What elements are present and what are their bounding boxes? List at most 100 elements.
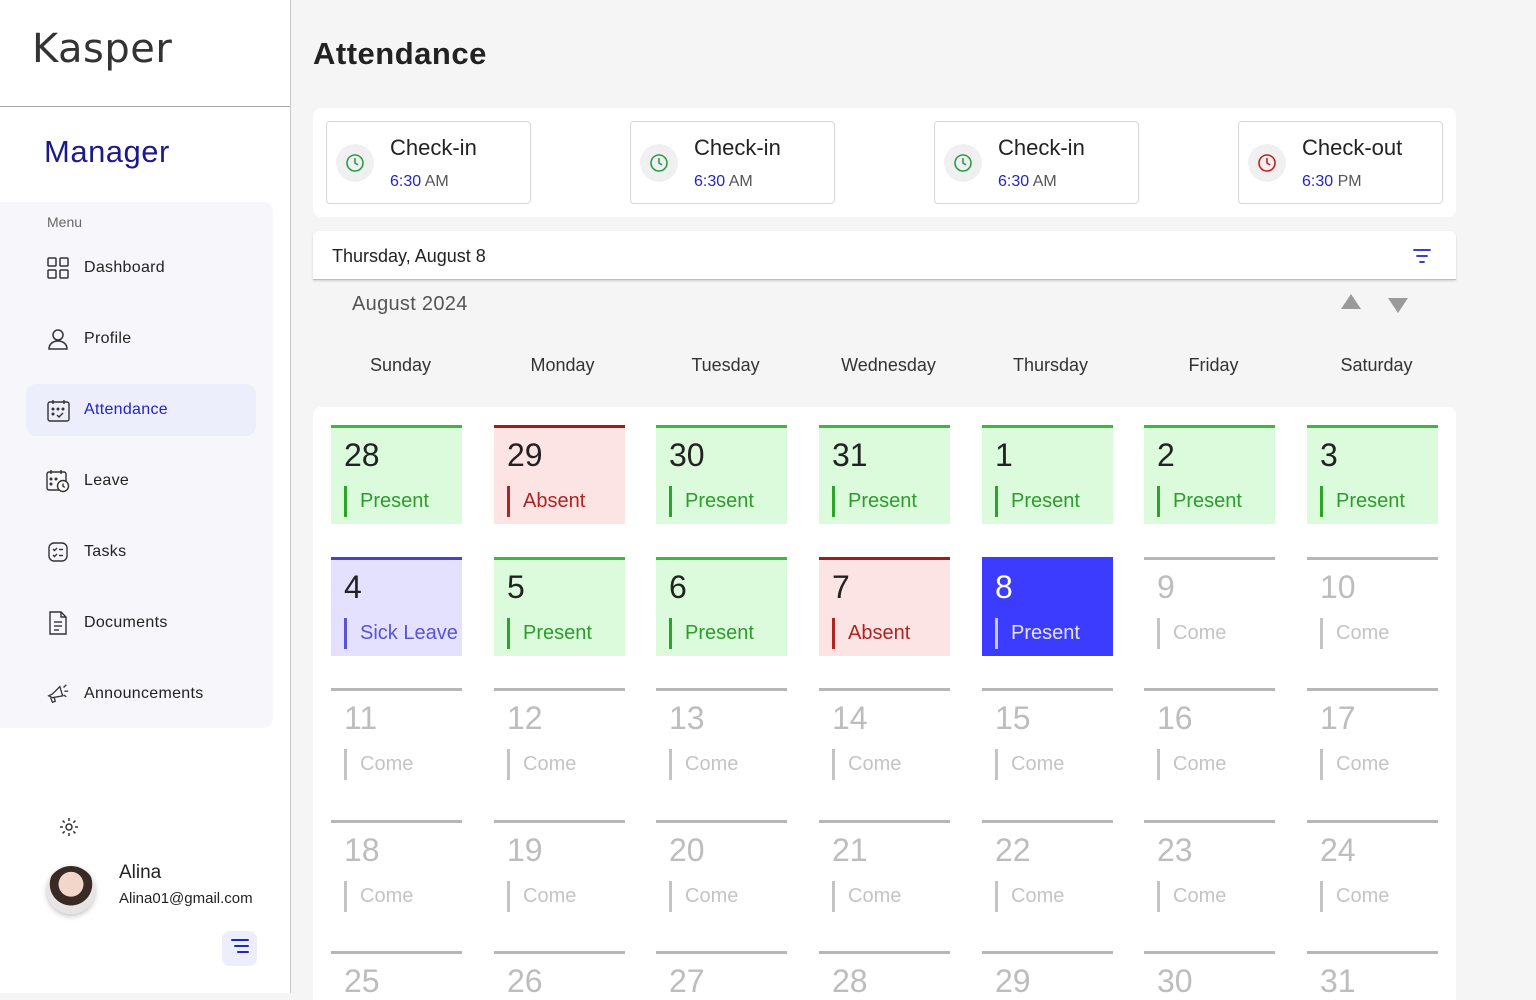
calendar-day[interactable]: 25Come xyxy=(331,951,462,1000)
calendar-day[interactable]: 10 Come xyxy=(1307,557,1438,656)
calendar-day[interactable]: 8 Present xyxy=(982,557,1113,656)
calendar-day[interactable]: 14 Come xyxy=(819,688,950,787)
calendar-day[interactable]: 29 Absent xyxy=(494,425,625,524)
day-status: Absent xyxy=(507,486,585,517)
weekday-header: Friday xyxy=(1188,355,1239,375)
day-number: 19 xyxy=(507,832,543,868)
sidebar-item-dashboard[interactable]: Dashboard xyxy=(26,242,256,294)
sidebar: Kasper Manager Menu Dashboard Profile At… xyxy=(0,0,291,993)
sidebar-menu: Menu Dashboard Profile Attendance Leave xyxy=(0,202,273,728)
day-status: Come xyxy=(1320,749,1389,780)
calendar-day[interactable]: 16 Come xyxy=(1144,688,1275,787)
menu-collapse-button[interactable] xyxy=(222,931,257,966)
weekday-header: Thursday xyxy=(1012,355,1089,375)
megaphone-icon xyxy=(46,682,70,706)
calendar-day[interactable]: 11 Come xyxy=(331,688,462,787)
day-number: 2 xyxy=(1157,437,1175,473)
month-label: August 2024 xyxy=(352,293,468,315)
calendar-day[interactable]: 20 Come xyxy=(656,820,787,919)
settings-icon[interactable] xyxy=(58,816,80,838)
day-number: 29 xyxy=(995,963,1031,999)
card-time: 6:30 PM xyxy=(1302,173,1362,190)
user-email: Alina01@gmail.com xyxy=(119,890,253,907)
day-status: Present xyxy=(832,486,917,517)
calendar-day[interactable]: 28 Present xyxy=(331,425,462,524)
card-title: Check-in xyxy=(694,135,781,160)
sidebar-item-leave[interactable]: Leave xyxy=(26,455,256,507)
day-status: Come xyxy=(507,881,576,912)
day-number: 30 xyxy=(1157,963,1193,999)
day-status: Present xyxy=(669,486,754,517)
day-status: Come xyxy=(832,749,901,780)
day-number: 24 xyxy=(1320,832,1356,868)
day-status: Present xyxy=(507,618,592,649)
calendar-day[interactable]: 27Come xyxy=(656,951,787,1000)
calendar-day[interactable]: 30 Present xyxy=(656,425,787,524)
calendar-day[interactable]: 17 Come xyxy=(1307,688,1438,787)
day-number: 31 xyxy=(1320,963,1356,999)
calendar-day[interactable]: 3 Present xyxy=(1307,425,1438,524)
calendar-day[interactable]: 15 Come xyxy=(982,688,1113,787)
calendar-day[interactable]: 19 Come xyxy=(494,820,625,919)
document-icon xyxy=(46,611,70,635)
sidebar-item-profile[interactable]: Profile xyxy=(26,313,256,365)
calendar-day[interactable]: 31Come xyxy=(1307,951,1438,1000)
day-number: 13 xyxy=(669,700,705,736)
sidebar-item-attendance[interactable]: Attendance xyxy=(26,384,256,436)
sidebar-item-documents[interactable]: Documents xyxy=(26,597,256,649)
calendar-day[interactable]: 21 Come xyxy=(819,820,950,919)
filter-icon[interactable] xyxy=(1412,247,1432,265)
calendar-day[interactable]: 9 Come xyxy=(1144,557,1275,656)
calendar-day[interactable]: 23 Come xyxy=(1144,820,1275,919)
calendar-day[interactable]: 31 Present xyxy=(819,425,950,524)
next-month-button[interactable] xyxy=(1388,298,1408,313)
app-logo[interactable]: Kasper xyxy=(32,26,173,72)
day-number: 11 xyxy=(344,700,378,736)
sidebar-item-label: Leave xyxy=(84,472,130,489)
logo-area: Kasper xyxy=(0,0,290,107)
previous-month-button[interactable] xyxy=(1341,294,1361,309)
calendar-day[interactable]: 1 Present xyxy=(982,425,1113,524)
calendar-day[interactable]: 18 Come xyxy=(331,820,462,919)
day-status: Come xyxy=(1157,881,1226,912)
calendar-day[interactable]: 30Come xyxy=(1144,951,1275,1000)
weekday-header: Saturday xyxy=(1340,355,1413,375)
calendar-day[interactable]: 13 Come xyxy=(656,688,787,787)
calendar-day[interactable]: 5 Present xyxy=(494,557,625,656)
calendar-day[interactable]: 22 Come xyxy=(982,820,1113,919)
calendar-day[interactable]: 29Come xyxy=(982,951,1113,1000)
calendar-day[interactable]: 26Come xyxy=(494,951,625,1000)
calendar-day[interactable]: 24 Come xyxy=(1307,820,1438,919)
calendar-day[interactable]: 28Come xyxy=(819,951,950,1000)
page-title: Attendance xyxy=(313,36,487,71)
dashboard-icon xyxy=(46,256,70,280)
check-in-card[interactable]: Check-in 6:30 AM xyxy=(934,121,1139,204)
calendar-day[interactable]: 2 Present xyxy=(1144,425,1275,524)
weekday-header: Wednesday xyxy=(841,355,936,375)
day-number: 17 xyxy=(1320,700,1356,736)
calendar-day[interactable]: 4 Sick Leave xyxy=(331,557,462,656)
day-number: 25 xyxy=(344,963,380,999)
checklist-icon xyxy=(46,540,70,564)
day-number: 7 xyxy=(832,569,850,605)
calendar-day[interactable]: 6 Present xyxy=(656,557,787,656)
day-status: Come xyxy=(995,749,1064,780)
check-in-card[interactable]: Check-in 6:30 AM xyxy=(630,121,835,204)
sidebar-item-label: Dashboard xyxy=(84,259,165,276)
day-status: Present xyxy=(995,618,1080,649)
day-status: Come xyxy=(669,749,738,780)
calendar-day[interactable]: 12 Come xyxy=(494,688,625,787)
day-status: Come xyxy=(995,881,1064,912)
check-out-card[interactable]: Check-out 6:30 PM xyxy=(1238,121,1443,204)
sidebar-item-announcements[interactable]: Announcements xyxy=(26,668,256,720)
day-number: 27 xyxy=(669,963,705,999)
day-number: 30 xyxy=(669,437,705,473)
day-status: Sick Leave xyxy=(344,618,458,649)
calendar-day[interactable]: 7 Absent xyxy=(819,557,950,656)
avatar[interactable] xyxy=(47,866,95,914)
card-time: 6:30 AM xyxy=(390,173,449,190)
day-number: 10 xyxy=(1320,569,1356,605)
check-in-card[interactable]: Check-in 6:30 AM xyxy=(326,121,531,204)
sidebar-item-tasks[interactable]: Tasks xyxy=(26,526,256,578)
clock-icon xyxy=(336,144,374,182)
